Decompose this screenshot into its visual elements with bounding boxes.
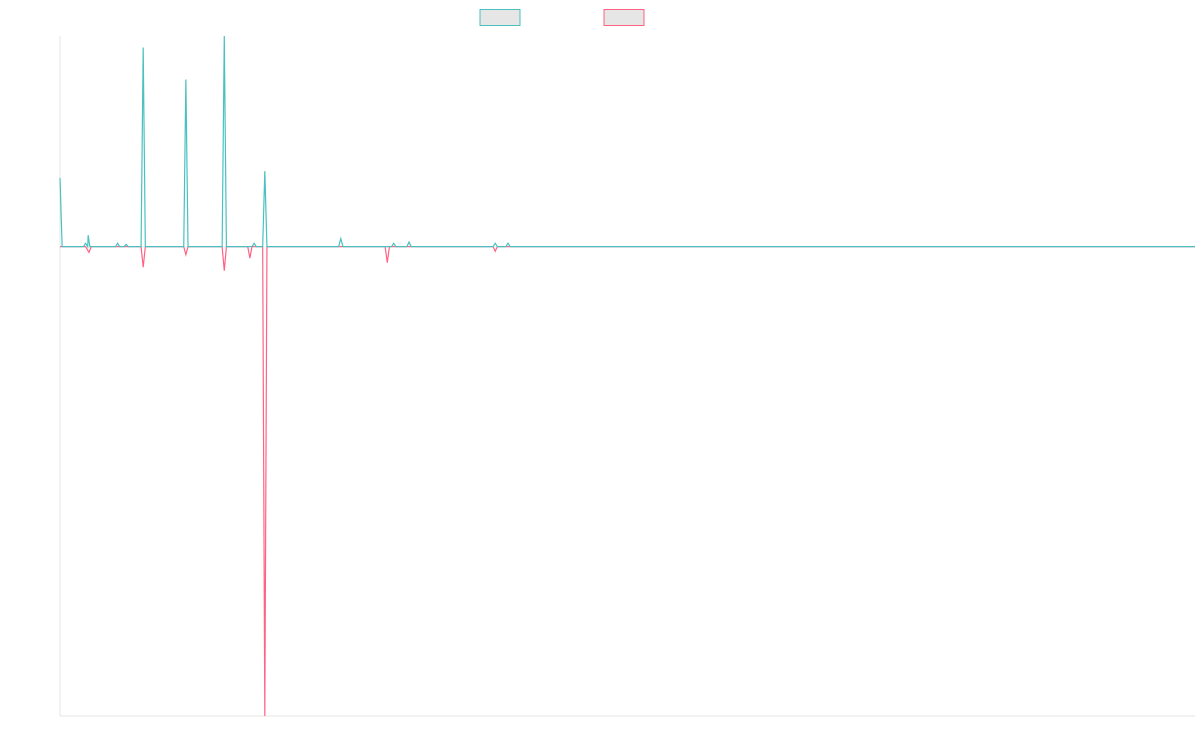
legend-swatch-series-2[interactable] [603,9,645,26]
series-line-2 [60,246,1195,717]
axes [59,36,1195,717]
series-line-1 [59,35,1195,249]
series-layer [59,35,1195,717]
legend[interactable] [479,9,645,26]
legend-swatch-series-1[interactable] [479,9,521,26]
